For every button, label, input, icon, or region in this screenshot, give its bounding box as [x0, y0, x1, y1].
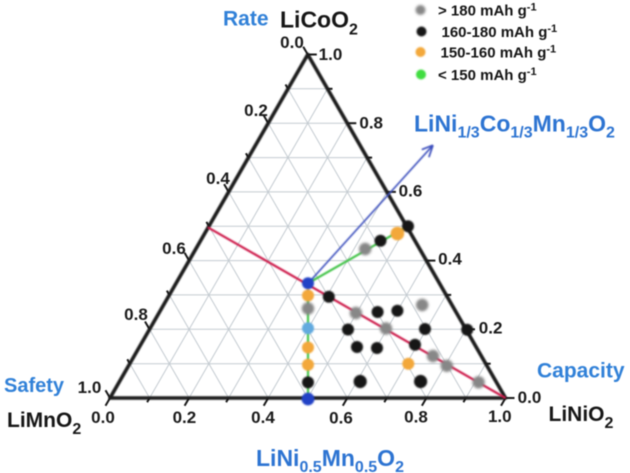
svg-text:0.2: 0.2 [479, 318, 503, 337]
svg-text:0.6: 0.6 [399, 181, 423, 200]
svg-text:0.6: 0.6 [162, 239, 186, 258]
svg-text:0.0: 0.0 [518, 388, 542, 407]
svg-text:< 150 mAh g-1: < 150 mAh g-1 [438, 66, 537, 84]
svg-text:0.0: 0.0 [91, 408, 115, 427]
svg-text:0.8: 0.8 [124, 305, 148, 324]
svg-text:0.6: 0.6 [329, 409, 353, 428]
svg-text:0.0: 0.0 [280, 33, 304, 52]
svg-text:0.4: 0.4 [206, 169, 230, 188]
svg-text:Rate: Rate [223, 8, 269, 31]
svg-text:0.8: 0.8 [359, 114, 383, 133]
svg-text:0.4: 0.4 [251, 408, 275, 427]
svg-text:> 180 mAh g-1: > 180 mAh g-1 [438, 2, 537, 20]
svg-text:150-160 mAh g-1: 150-160 mAh g-1 [441, 44, 557, 62]
svg-text:1.0: 1.0 [78, 378, 102, 397]
svg-text:Safety: Safety [4, 375, 65, 397]
svg-text:1.0: 1.0 [488, 407, 512, 426]
svg-text:1.0: 1.0 [319, 45, 343, 64]
svg-text:0.2: 0.2 [173, 408, 197, 427]
svg-text:160-180 mAh g-1: 160-180 mAh g-1 [442, 23, 558, 41]
svg-text:0.2: 0.2 [244, 101, 268, 120]
svg-text:Capacity: Capacity [537, 360, 625, 383]
svg-text:0.8: 0.8 [404, 408, 428, 427]
svg-text:LiNi0.5Mn0.5O2: LiNi0.5Mn0.5O2 [256, 445, 404, 473]
svg-text:0.4: 0.4 [438, 250, 462, 269]
